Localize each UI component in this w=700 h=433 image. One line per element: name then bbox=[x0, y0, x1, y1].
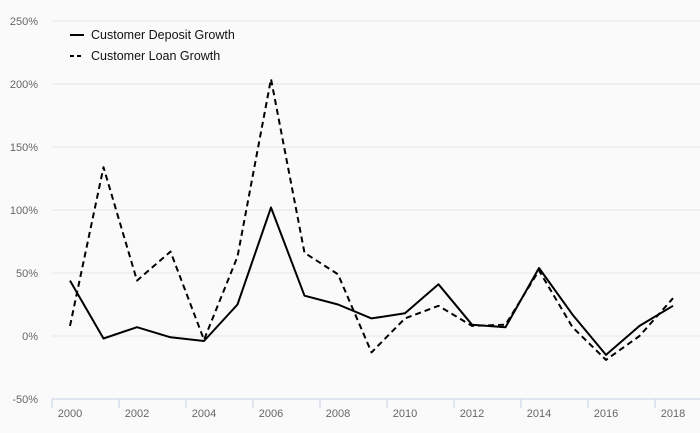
y-tick-label: 250% bbox=[10, 16, 38, 28]
data-point-deposit[interactable] bbox=[268, 204, 274, 210]
x-tick-label: 2000 bbox=[58, 408, 82, 420]
data-point-loan[interactable] bbox=[570, 324, 576, 330]
data-point-loan[interactable] bbox=[670, 295, 676, 301]
data-point-loan[interactable] bbox=[436, 303, 442, 309]
data-point-loan[interactable] bbox=[168, 249, 174, 255]
legend-label-deposit: Customer Deposit Growth bbox=[91, 28, 235, 42]
x-tick-label: 2004 bbox=[192, 408, 216, 420]
x-tick-labels: 2000 2002 2004 2006 2008 2010 2012 2014 2016 2018 bbox=[58, 408, 685, 420]
data-point-loan[interactable] bbox=[302, 250, 308, 256]
y-tick-label: 150% bbox=[10, 142, 38, 154]
legend-item-loan[interactable]: Customer Loan Growth bbox=[70, 49, 220, 63]
data-point-deposit[interactable] bbox=[369, 315, 375, 321]
data-point-deposit[interactable] bbox=[235, 302, 241, 308]
series-line-loan[interactable] bbox=[69, 78, 674, 361]
series-line-deposit[interactable] bbox=[69, 206, 674, 356]
legend-label-loan: Customer Loan Growth bbox=[91, 49, 220, 63]
legend: Customer Deposit Growth Customer Loan Gr… bbox=[70, 28, 235, 63]
data-point-loan[interactable] bbox=[134, 278, 140, 284]
y-tick-label: -50% bbox=[12, 394, 38, 406]
data-point-deposit[interactable] bbox=[168, 334, 174, 340]
x-tick-label: 2018 bbox=[661, 408, 685, 420]
data-point-deposit[interactable] bbox=[67, 278, 73, 284]
data-point-loan[interactable] bbox=[235, 254, 241, 260]
data-point-loan[interactable] bbox=[469, 323, 475, 329]
x-tick-label: 2002 bbox=[125, 408, 149, 420]
data-point-loan[interactable] bbox=[335, 271, 341, 277]
data-point-deposit[interactable] bbox=[335, 302, 341, 308]
data-point-loan[interactable] bbox=[369, 349, 375, 355]
x-tick-label: 2006 bbox=[259, 408, 283, 420]
data-point-deposit[interactable] bbox=[134, 324, 140, 330]
data-point-loan[interactable] bbox=[536, 267, 542, 273]
data-point-loan[interactable] bbox=[67, 323, 73, 329]
x-tick-label: 2010 bbox=[393, 408, 417, 420]
x-tick-label: 2016 bbox=[594, 408, 618, 420]
x-axis bbox=[51, 398, 700, 408]
data-point-loan[interactable] bbox=[201, 337, 207, 343]
data-point-deposit[interactable] bbox=[436, 281, 442, 287]
series-lines bbox=[67, 76, 676, 363]
y-tick-label: 0% bbox=[22, 331, 38, 343]
data-point-loan[interactable] bbox=[503, 322, 509, 328]
data-point-deposit[interactable] bbox=[101, 336, 107, 342]
data-point-loan[interactable] bbox=[637, 333, 643, 339]
data-point-deposit[interactable] bbox=[637, 323, 643, 329]
data-point-loan[interactable] bbox=[268, 76, 274, 82]
data-point-loan[interactable] bbox=[603, 357, 609, 363]
x-tick-label: 2008 bbox=[326, 408, 350, 420]
data-point-deposit[interactable] bbox=[302, 293, 308, 299]
y-tick-labels: 250% 200% 150% 100% 50% 0% -50% bbox=[10, 16, 38, 406]
y-tick-label: 200% bbox=[10, 79, 38, 91]
y-tick-label: 50% bbox=[16, 268, 38, 280]
data-point-deposit[interactable] bbox=[670, 303, 676, 309]
data-point-deposit[interactable] bbox=[570, 312, 576, 318]
legend-item-deposit[interactable]: Customer Deposit Growth bbox=[70, 28, 235, 42]
data-point-loan[interactable] bbox=[101, 164, 107, 170]
grid-lines bbox=[52, 20, 700, 337]
x-tick-label: 2012 bbox=[460, 408, 484, 420]
data-point-loan[interactable] bbox=[402, 315, 408, 321]
y-tick-label: 100% bbox=[10, 205, 38, 217]
x-tick-label: 2014 bbox=[527, 408, 551, 420]
